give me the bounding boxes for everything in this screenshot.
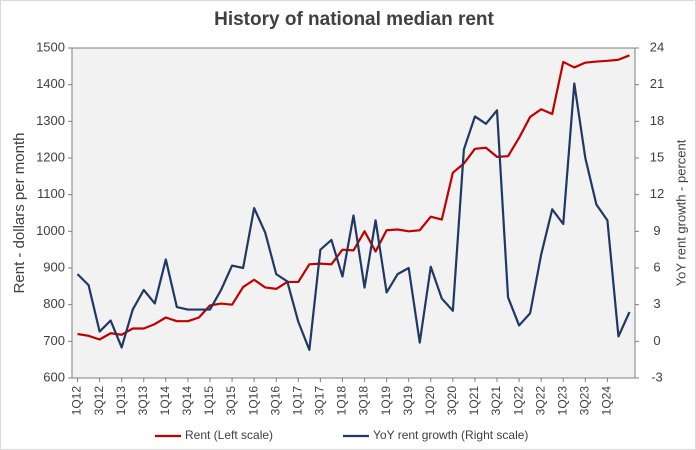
x-tick-label: 3Q19 (401, 386, 415, 416)
x-tick-label: 1Q14 (158, 386, 172, 416)
x-tick-label: 1Q22 (511, 386, 525, 416)
x-tick-label: 1Q17 (290, 386, 304, 416)
x-tick-label: 1Q21 (467, 386, 481, 416)
x-tick-label: 1Q16 (246, 386, 260, 416)
x-tick-label: 3Q13 (136, 386, 150, 416)
y-tick-label: 600 (43, 369, 65, 384)
y2-tick-label: 12 (650, 186, 664, 201)
x-tick-label: 1Q13 (114, 386, 128, 416)
series-line (77, 54, 630, 341)
y2-tick-label: 9 (653, 223, 660, 238)
y2-tick-label: 0 (653, 333, 660, 348)
y2-tick-label: -3 (651, 369, 663, 384)
y2-tick-label: 21 (650, 76, 664, 91)
y-tick-label: 1500 (36, 39, 65, 54)
x-tick-label: 1Q24 (600, 386, 614, 416)
series-line (76, 82, 631, 351)
x-tick-label: 3Q22 (533, 386, 547, 416)
y-tick-label: 1200 (36, 149, 65, 164)
y2-tick-label: 6 (653, 259, 660, 274)
y-tick-label: 1000 (36, 223, 65, 238)
x-tick-label: 3Q21 (489, 386, 503, 416)
y-tick-label: 700 (43, 333, 65, 348)
x-tick-label: 3Q12 (92, 386, 106, 416)
legend-label: YoY rent growth (Right scale) (373, 428, 528, 442)
y2-tick-label: 18 (650, 113, 664, 128)
y-tick-label: 1400 (36, 76, 65, 91)
y2-tick-label: 15 (650, 149, 664, 164)
legend-label: Rent (Left scale) (185, 428, 273, 442)
x-tick-label: 1Q19 (379, 386, 393, 416)
x-tick-label: 1Q18 (335, 386, 349, 416)
x-tick-label: 3Q14 (180, 386, 194, 416)
y-tick-label: 900 (43, 259, 65, 274)
x-tick-label: 3Q15 (224, 386, 238, 416)
x-tick-label: 1Q15 (202, 386, 216, 416)
y2-axis-label: YoY rent growth - percent (673, 139, 688, 286)
x-tick-label: 3Q17 (313, 386, 327, 416)
x-tick-label: 1Q12 (70, 386, 84, 416)
chart-title: History of national median rent (214, 9, 494, 30)
y2-tick-label: 24 (650, 39, 664, 54)
plot-area (71, 47, 636, 379)
x-tick-label: 3Q16 (268, 386, 282, 416)
x-tick-label: 3Q18 (357, 386, 371, 416)
y-tick-label: 1300 (36, 113, 65, 128)
x-tick-label: 1Q23 (555, 386, 569, 416)
y-axis-label: Rent - dollars per month (11, 133, 28, 294)
y-tick-label: 1100 (37, 186, 65, 201)
x-tick-label: 1Q20 (423, 386, 437, 416)
x-tick-label: 3Q20 (445, 386, 459, 416)
x-tick-label: 3Q23 (577, 386, 591, 416)
y-tick-label: 800 (43, 296, 65, 311)
y2-tick-label: 3 (653, 296, 660, 311)
